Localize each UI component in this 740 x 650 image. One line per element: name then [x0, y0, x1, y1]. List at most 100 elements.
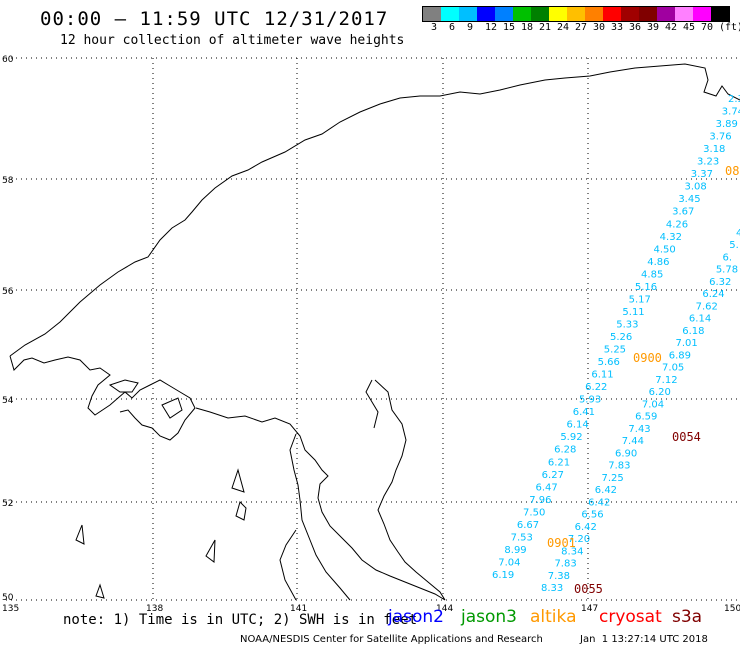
- lon-label: 144: [436, 604, 453, 614]
- wave-height-label: 7.05: [662, 363, 684, 374]
- track-time-marker: 08: [725, 164, 739, 178]
- scale-swatch: [693, 7, 711, 21]
- scale-label: 45: [683, 22, 696, 33]
- wave-height-label: 6.41: [573, 407, 595, 418]
- wave-height-label: 7.50: [523, 507, 545, 518]
- scale-label: 39: [647, 22, 660, 33]
- scale-swatch: [459, 7, 477, 21]
- wave-height-label: 6.19: [492, 570, 514, 581]
- wave-height-label: 6.: [723, 252, 733, 263]
- wave-height-label: 4: [736, 228, 740, 239]
- scale-swatch: [621, 7, 639, 21]
- wave-height-label: 6.14: [567, 420, 589, 431]
- scale-swatch: [657, 7, 675, 21]
- legend-jason3: jason3: [461, 607, 517, 627]
- color-scale-bar: [422, 6, 730, 22]
- wave-height-label: 5.93: [579, 395, 601, 406]
- wave-height-label: 7.43: [628, 424, 650, 435]
- scale-label: 6: [449, 22, 456, 33]
- wave-height-label: 4.50: [653, 244, 675, 255]
- lat-label: 50: [2, 593, 14, 603]
- scale-swatch: [603, 7, 621, 21]
- satellite-tracks: 2.33.743.893.763.183.233.373.083.453.674…: [492, 94, 740, 596]
- wave-height-label: 4.32: [660, 232, 682, 243]
- wave-height-label: 7.12: [655, 375, 677, 386]
- wave-height-label: 6.11: [591, 370, 613, 381]
- wave-height-label: 5.: [729, 240, 739, 251]
- wave-height-label: 6.20: [649, 387, 671, 398]
- wave-height-label: 8.99: [504, 545, 526, 556]
- wave-height-label: 3.23: [697, 157, 719, 168]
- wave-height-label: 7.25: [602, 473, 624, 484]
- wave-height-label: 5.11: [622, 307, 644, 318]
- units-note: note: 1) Time is in UTC; 2) SWH is in fe…: [63, 612, 418, 628]
- scale-swatch: [585, 7, 603, 21]
- lat-label: 52: [2, 499, 13, 509]
- wave-height-label: 6.22: [585, 382, 607, 393]
- lon-label: 138: [146, 604, 163, 614]
- scale-swatch: [639, 7, 657, 21]
- wave-height-label: 3.89: [716, 119, 738, 130]
- wave-height-label: 4.26: [666, 219, 688, 230]
- scale-swatch: [675, 7, 693, 21]
- wave-height-label: 5.16: [635, 282, 657, 293]
- wave-height-label: 6.24: [702, 289, 724, 300]
- wave-height-label: 6.18: [682, 326, 704, 337]
- wave-height-label: 6.32: [709, 277, 731, 288]
- wave-height-label: 6.42: [588, 497, 610, 508]
- track-time-marker: 0055: [574, 582, 603, 596]
- lat-label: 54: [2, 396, 14, 406]
- timestamp-text: Jan 1 13:27:14 UTC 2018: [580, 634, 708, 645]
- wave-height-label: 6.90: [615, 448, 637, 459]
- wave-height-label: 3.08: [685, 182, 707, 193]
- wave-height-label: 3.18: [703, 144, 725, 155]
- wave-height-label: 7.20: [568, 534, 590, 545]
- wave-height-label: 3.37: [691, 169, 713, 180]
- scale-label: 18: [521, 22, 534, 33]
- scale-label: 42: [665, 22, 678, 33]
- wave-height-label: 7.38: [548, 571, 570, 582]
- wave-height-label: 3.76: [709, 132, 731, 143]
- scale-swatch: [711, 7, 729, 21]
- wave-height-label: 5.17: [629, 294, 651, 305]
- wave-height-label: 6.67: [517, 520, 539, 531]
- scale-swatch: [423, 7, 441, 21]
- wave-height-label: 7.96: [529, 495, 551, 506]
- lat-label: 56: [2, 287, 14, 297]
- wave-height-label: 7.62: [696, 301, 718, 312]
- track-time-marker: 0901: [547, 536, 576, 550]
- scale-swatch: [567, 7, 585, 21]
- scale-label: 15: [503, 22, 516, 33]
- axis-labels: 60 58 56 54 52 50 135 138 141 144 147 15…: [2, 55, 740, 614]
- scale-swatch: [477, 7, 495, 21]
- scale-label: 12: [485, 22, 498, 33]
- scale-label: 21: [539, 22, 552, 33]
- wave-height-label: 7.04: [642, 399, 664, 410]
- wave-height-label: 5.66: [598, 357, 620, 368]
- wave-height-label: 4.86: [647, 257, 669, 268]
- lat-label: 58: [2, 176, 14, 186]
- wave-height-label: 5.26: [610, 332, 632, 343]
- scale-label: (ft): [719, 22, 740, 33]
- scale-label: 9: [467, 22, 474, 33]
- wave-height-label: 7.53: [511, 532, 533, 543]
- scale-label: 33: [611, 22, 624, 33]
- scale-swatch: [513, 7, 531, 21]
- legend-cryosat: cryosat: [599, 607, 662, 627]
- lon-label: 147: [581, 604, 598, 614]
- lon-label: 135: [2, 604, 19, 614]
- wave-height-label: 3.74: [722, 107, 740, 118]
- lat-label: 60: [2, 55, 14, 65]
- track-time-marker: 0054: [672, 430, 701, 444]
- track-time-marker: 0900: [633, 351, 662, 365]
- wave-height-label: 6.89: [669, 350, 691, 361]
- legend-s3a: s3a: [672, 607, 703, 627]
- credit-text: NOAA/NESDIS Center for Satellite Applica…: [240, 634, 543, 645]
- wave-height-label: 6.21: [548, 457, 570, 468]
- scale-label: 27: [575, 22, 588, 33]
- scale-swatch: [441, 7, 459, 21]
- wave-height-label: 7.83: [608, 461, 630, 472]
- wave-height-label: 6.14: [689, 314, 711, 325]
- wave-height-label: 6.42: [595, 485, 617, 496]
